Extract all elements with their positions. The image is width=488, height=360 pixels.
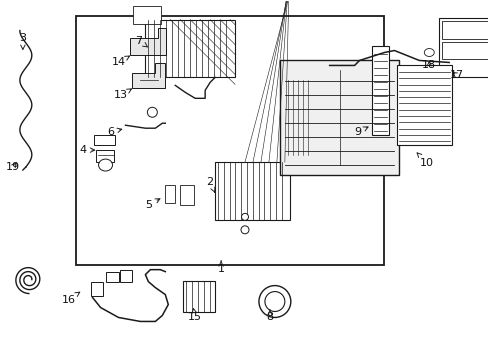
- Text: 11: 11: [0, 359, 1, 360]
- Bar: [441, 41, 488, 59]
- Text: 14: 14: [111, 56, 129, 67]
- Ellipse shape: [147, 107, 157, 117]
- Text: 4: 4: [79, 145, 95, 155]
- Bar: [120, 270, 132, 282]
- Bar: [105, 272, 119, 282]
- Ellipse shape: [241, 226, 248, 234]
- Text: 1: 1: [217, 261, 224, 274]
- Text: 6: 6: [107, 127, 122, 137]
- Bar: [394, 66, 422, 75]
- Bar: [279, 60, 399, 175]
- Text: 17: 17: [449, 71, 463, 80]
- Bar: [145, 20, 235, 77]
- Text: 18: 18: [421, 60, 435, 71]
- Text: 3: 3: [20, 32, 26, 49]
- Polygon shape: [132, 63, 165, 88]
- Text: 9: 9: [353, 127, 367, 137]
- Bar: [133, 6, 161, 24]
- Bar: [90, 282, 102, 296]
- Text: 12: 12: [0, 359, 1, 360]
- Bar: [165, 185, 175, 203]
- Ellipse shape: [424, 49, 433, 57]
- Text: 16: 16: [61, 292, 80, 305]
- Bar: [394, 78, 424, 90]
- Text: 2: 2: [206, 177, 214, 192]
- Text: 8: 8: [266, 310, 273, 323]
- Text: 10: 10: [416, 153, 433, 168]
- Ellipse shape: [241, 213, 248, 220]
- Bar: [93, 135, 115, 145]
- Polygon shape: [130, 28, 166, 55]
- Bar: [95, 150, 113, 162]
- Ellipse shape: [264, 292, 285, 311]
- Bar: [76, 15, 384, 265]
- Ellipse shape: [259, 285, 290, 318]
- Bar: [438, 18, 488, 77]
- Text: 5: 5: [144, 199, 160, 210]
- Text: 7: 7: [135, 36, 147, 47]
- Bar: [183, 280, 215, 312]
- Bar: [180, 185, 194, 205]
- Bar: [397, 66, 451, 145]
- Text: 13: 13: [113, 89, 131, 100]
- Bar: [371, 45, 388, 135]
- Text: 15: 15: [188, 309, 202, 323]
- Bar: [215, 162, 289, 220]
- Bar: [441, 21, 488, 39]
- Ellipse shape: [99, 159, 112, 171]
- Text: 19: 19: [6, 162, 20, 172]
